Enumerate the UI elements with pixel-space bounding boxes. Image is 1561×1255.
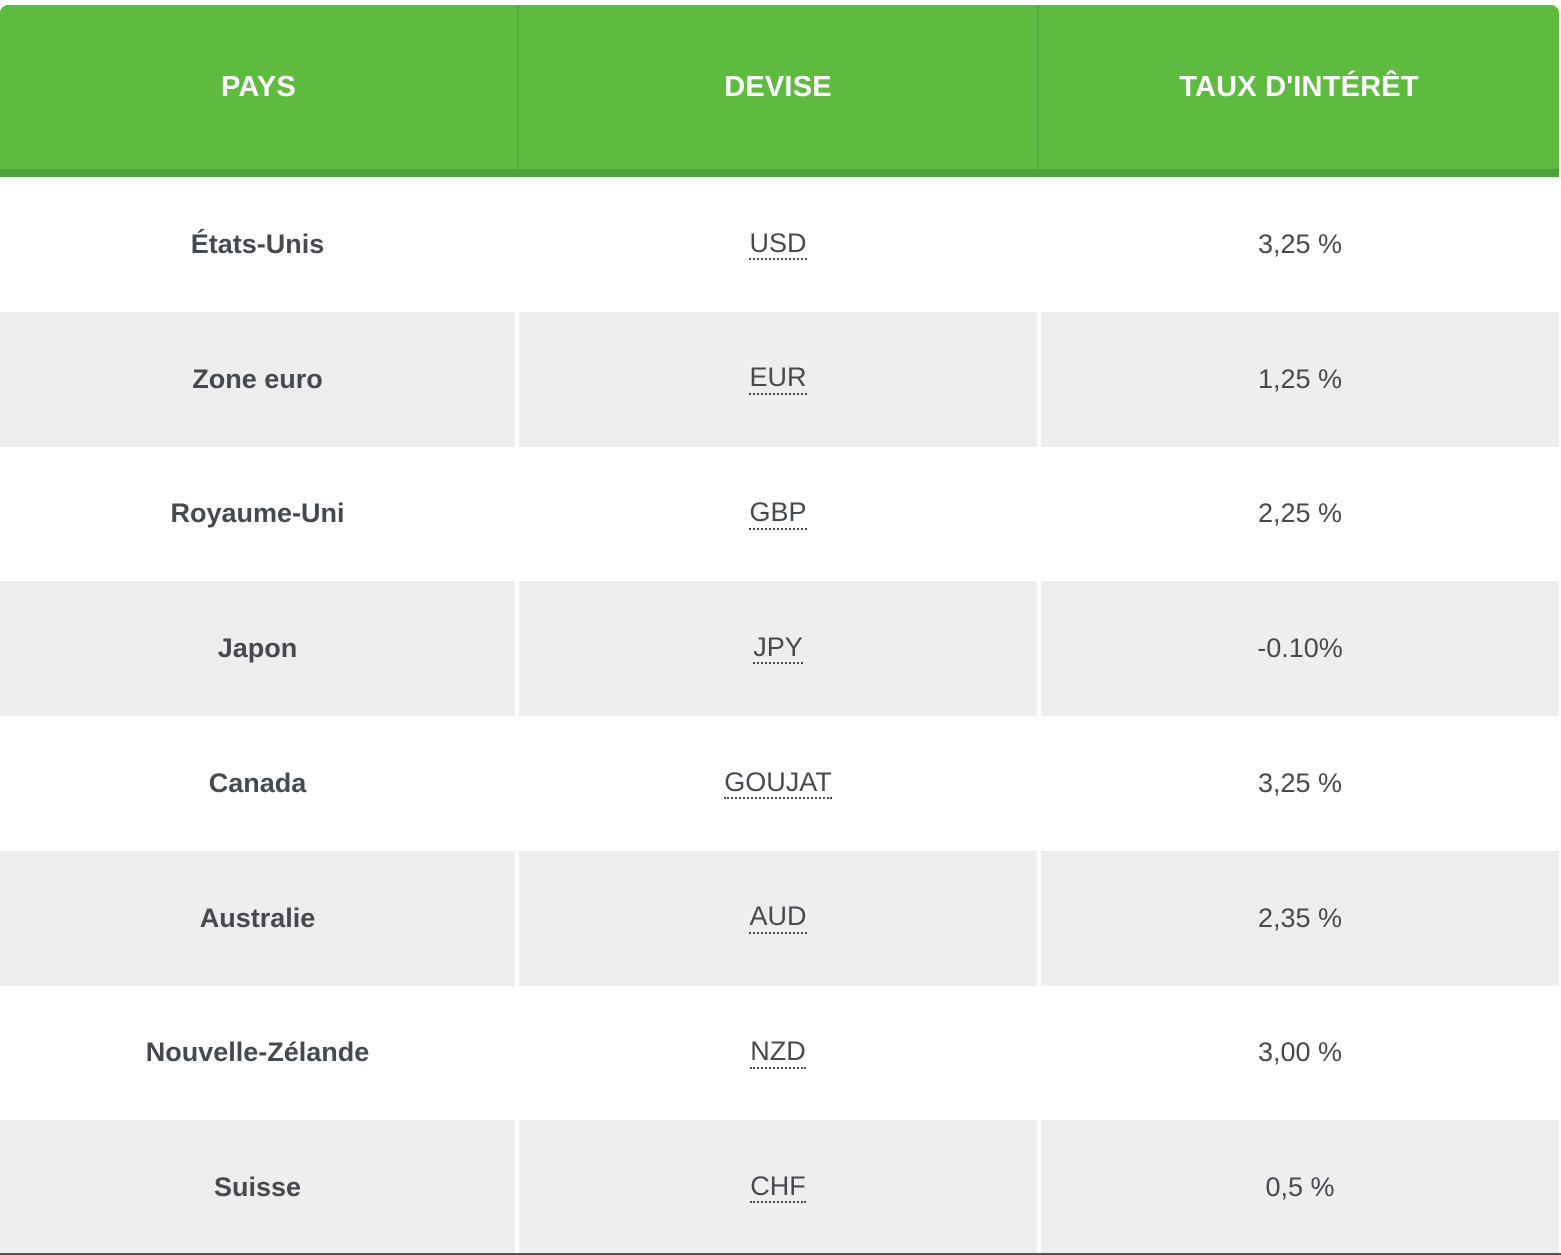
currency-abbr[interactable]: EUR [749, 363, 807, 395]
table-row: Suisse CHF 0,5 % [0, 1120, 1559, 1255]
cell-pays: États-Unis [0, 177, 519, 312]
cell-devise: EUR [519, 311, 1041, 447]
cell-taux: 0,5 % [1265, 1172, 1335, 1203]
header-taux: TAUX D'INTÉRÊT [1179, 70, 1419, 103]
cell-devise: JPY [519, 581, 1041, 716]
table-row: Japon JPY -0.10% [0, 581, 1559, 716]
cell-pays: Japon [0, 581, 519, 716]
table-bottom-border [0, 1253, 1561, 1255]
cell-pays: Nouvelle-Zélande [0, 985, 519, 1121]
currency-abbr[interactable]: GBP [749, 498, 807, 530]
currency-abbr[interactable]: JPY [753, 633, 803, 665]
table-row: Nouvelle-Zélande NZD 3,00 % [0, 985, 1559, 1121]
cell-devise: AUD [519, 850, 1041, 986]
table-header: PAYS DEVISE TAUX D'INTÉRÊT [0, 5, 1559, 177]
cell-taux: 3,25 % [1257, 228, 1343, 259]
header-devise: DEVISE [519, 5, 1039, 169]
cell-devise: GOUJAT [519, 716, 1041, 851]
cell-pays: Suisse [0, 1120, 519, 1255]
cell-devise: CHF [519, 1120, 1041, 1255]
currency-abbr[interactable]: CHF [750, 1172, 806, 1204]
cell-taux: 1,25 % [1257, 363, 1343, 394]
cell-taux: 2,25 % [1257, 498, 1343, 529]
currency-abbr[interactable]: AUD [749, 902, 807, 934]
cell-devise: NZD [519, 985, 1041, 1121]
table-row: Zone euro EUR 1,25 % [0, 311, 1559, 447]
table-row: États-Unis USD 3,25 % [0, 177, 1559, 312]
table-row: Royaume-Uni GBP 2,25 % [0, 446, 1559, 582]
cell-taux: -0.10% [1257, 633, 1343, 664]
cell-pays: Australie [0, 850, 519, 986]
currency-abbr[interactable]: USD [749, 228, 807, 261]
cell-pays: Canada [0, 716, 519, 851]
cell-devise: GBP [519, 446, 1041, 582]
table-row: Australie AUD 2,35 % [0, 850, 1559, 986]
table-row: Canada GOUJAT 3,25 % [0, 716, 1559, 851]
header-pays: PAYS [0, 5, 519, 169]
cell-devise: USD [519, 177, 1041, 312]
interest-rate-table: PAYS DEVISE TAUX D'INTÉRÊT États-Unis US… [0, 5, 1559, 1255]
cell-pays: Royaume-Uni [0, 446, 519, 582]
cell-taux: 3,25 % [1257, 767, 1343, 798]
cell-taux: 3,00 % [1257, 1037, 1343, 1068]
currency-abbr[interactable]: NZD [750, 1037, 806, 1069]
currency-abbr[interactable]: GOUJAT [724, 767, 832, 800]
cell-pays: Zone euro [0, 311, 519, 447]
cell-taux: 2,35 % [1257, 902, 1343, 933]
